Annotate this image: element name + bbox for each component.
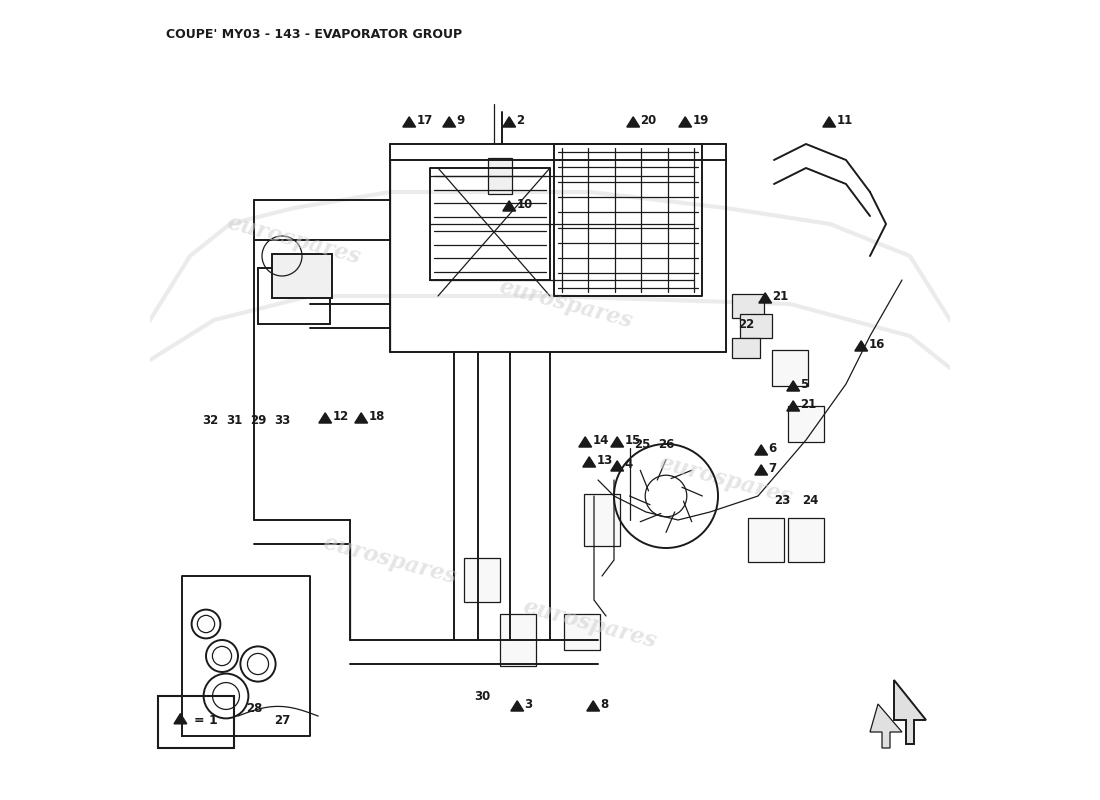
FancyBboxPatch shape [499,614,537,666]
Text: 32: 32 [202,414,218,426]
Polygon shape [870,704,902,748]
Text: = 1: = 1 [194,714,218,726]
Polygon shape [786,401,800,411]
FancyBboxPatch shape [788,406,824,442]
Text: 11: 11 [836,114,852,126]
FancyBboxPatch shape [740,314,771,338]
Text: 22: 22 [738,318,755,330]
Polygon shape [319,413,331,423]
Text: 18: 18 [368,410,385,422]
Polygon shape [174,714,187,724]
Text: eurospares: eurospares [497,275,636,333]
Text: 2: 2 [516,114,525,126]
Polygon shape [510,701,524,711]
Text: 7: 7 [769,462,777,474]
Text: 21: 21 [772,290,789,302]
Text: 17: 17 [417,114,432,126]
Text: eurospares: eurospares [224,211,363,269]
FancyBboxPatch shape [463,558,500,602]
FancyBboxPatch shape [771,350,808,386]
Text: 13: 13 [596,454,613,466]
Polygon shape [679,117,692,127]
Text: 16: 16 [868,338,884,350]
Text: 12: 12 [332,410,349,422]
Polygon shape [894,680,926,744]
Text: COUPE' MY03 - 143 - EVAPORATOR GROUP: COUPE' MY03 - 143 - EVAPORATOR GROUP [166,28,462,41]
FancyBboxPatch shape [488,158,512,194]
Text: 24: 24 [802,494,818,506]
Text: 19: 19 [692,114,708,126]
Text: 6: 6 [769,442,777,454]
FancyBboxPatch shape [748,518,784,562]
Polygon shape [610,461,624,471]
Text: 9: 9 [456,114,464,126]
Text: 33: 33 [274,414,290,426]
Text: 20: 20 [640,114,657,126]
Polygon shape [855,341,868,351]
Text: eurospares: eurospares [520,595,659,653]
Text: 3: 3 [525,698,532,710]
Text: 26: 26 [658,438,674,450]
Polygon shape [586,701,600,711]
Text: eurospares: eurospares [321,531,460,589]
Polygon shape [755,465,768,475]
Text: 10: 10 [516,198,532,210]
Polygon shape [823,117,836,127]
Text: 25: 25 [634,438,650,450]
Polygon shape [355,413,367,423]
Text: 4: 4 [625,458,632,470]
Polygon shape [755,445,768,455]
FancyBboxPatch shape [563,614,601,650]
Polygon shape [503,117,516,127]
FancyBboxPatch shape [733,294,763,318]
Text: 15: 15 [625,434,641,446]
FancyBboxPatch shape [788,518,824,562]
Polygon shape [627,117,639,127]
Polygon shape [786,381,800,391]
Text: 29: 29 [250,414,266,426]
Polygon shape [503,201,516,211]
FancyBboxPatch shape [272,254,332,298]
FancyBboxPatch shape [733,338,760,358]
Polygon shape [403,117,416,127]
Text: 14: 14 [593,434,608,446]
Polygon shape [759,293,771,303]
Text: 30: 30 [474,690,491,702]
Text: 8: 8 [601,698,608,710]
Text: 31: 31 [226,414,242,426]
Text: 27: 27 [274,714,290,726]
Polygon shape [579,437,592,447]
Text: 5: 5 [801,378,808,390]
Text: 21: 21 [801,398,816,410]
Text: eurospares: eurospares [657,451,795,509]
FancyBboxPatch shape [584,494,620,546]
Text: 23: 23 [774,494,790,506]
Polygon shape [610,437,624,447]
Polygon shape [583,457,595,467]
Polygon shape [443,117,455,127]
Text: 28: 28 [245,702,262,714]
